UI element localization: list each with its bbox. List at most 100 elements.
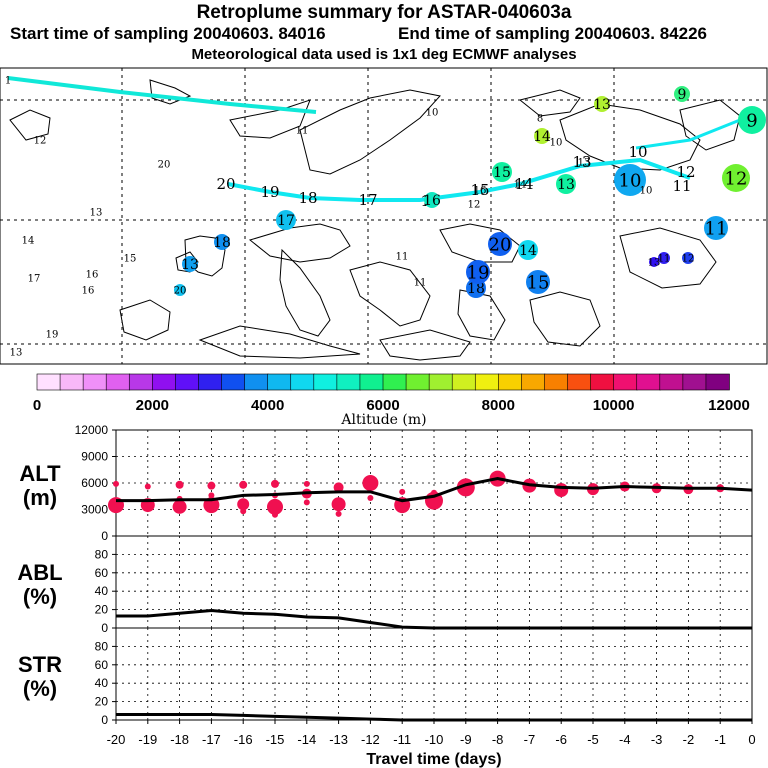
alt-scatter-point (362, 475, 379, 491)
cluster-label: 14 (533, 129, 551, 145)
colorbar-swatch (544, 373, 569, 391)
trajectory-line-main (227, 157, 691, 202)
colorbar-swatch (451, 373, 477, 391)
cluster-label: 13 (557, 177, 575, 193)
cluster-label: 12 (34, 136, 47, 147)
alt-ylabel-line2: (m) (23, 485, 57, 510)
met-data-text: Meteorological data used is 1x1 deg ECMW… (191, 46, 577, 63)
cluster-label: 10 (640, 186, 653, 197)
cluster-label: 14 (22, 236, 35, 247)
trajectory-day-label: 11 (672, 177, 691, 195)
cluster-label: 11 (414, 278, 427, 289)
trajectory-day-label: 19 (260, 183, 279, 201)
chart-title: Retroplume summary for ASTAR-040603a (196, 2, 572, 23)
cluster-label: 14 (514, 180, 527, 191)
x-tick-label: -12 (361, 732, 380, 747)
coastlines (9, 79, 741, 361)
cluster-label: 10 (619, 170, 642, 191)
colorbar-swatch (636, 373, 661, 391)
cluster-label: 13 (90, 208, 103, 219)
str-ytick-label: 80 (95, 639, 109, 653)
colorbar-tick-label: 8000 (482, 397, 515, 414)
cluster-label: 8 (537, 114, 543, 125)
x-tick-label: -19 (138, 732, 157, 747)
alt-ytick-label: 9000 (81, 450, 108, 464)
alt-scatter-point (335, 510, 342, 517)
alt-scatter-point (172, 499, 187, 514)
cluster-marker (488, 232, 512, 256)
cluster-label: 16 (474, 186, 487, 197)
colorbar-tick-label: 10000 (593, 397, 635, 414)
colorbar-swatch (82, 373, 107, 391)
x-tick-label: -3 (651, 732, 663, 747)
alt-scatter-point (175, 480, 184, 489)
abl-ylabel-line1: ABL (17, 560, 62, 585)
str-ytick-label: 20 (95, 695, 109, 709)
alt-series-line (116, 477, 753, 503)
cluster-label: 16 (423, 193, 441, 209)
alt-scatter-point (303, 480, 310, 487)
x-tick-label: 0 (748, 732, 755, 747)
cluster-label: 18 (467, 281, 485, 297)
abl-series-line (116, 609, 752, 630)
colorbar: 0 2000 4000 6000 8000 10000 12000 Altitude (m) (33, 373, 750, 428)
cluster-marker (534, 128, 550, 144)
abl-panel: 0 20 40 60 80 ABL(%) (17, 535, 753, 635)
alt-scatter-point (272, 511, 278, 518)
map-markers: 2019181716151413121110918991010101011111… (5, 76, 766, 359)
colorbar-tick-label: 6000 (366, 397, 399, 414)
colorbar-tick-label: 0 (33, 397, 41, 414)
cluster-label: 13 (593, 97, 611, 113)
alt-scatter-point (240, 508, 247, 515)
colorbar-swatch (152, 373, 177, 391)
str-ylabel-line1: STR (18, 652, 62, 677)
alt-scatter-point (113, 480, 119, 487)
trajectory-day-label: 20 (216, 175, 235, 193)
alt-scatter-point (554, 483, 569, 498)
colorbar-swatch (521, 373, 546, 391)
cluster-label: 9 (746, 110, 757, 131)
x-tick-label: -16 (234, 732, 253, 747)
colorbar-label: Altitude (m) (340, 412, 426, 428)
cluster-marker (182, 256, 198, 272)
colorbar-swatch (244, 373, 269, 391)
cluster-label: 19 (467, 262, 490, 283)
cluster-label: 11 (396, 252, 409, 263)
colorbar-swatch (59, 373, 84, 391)
colorbar-swatch (128, 373, 154, 391)
trajectory-day-label: 17 (358, 191, 377, 209)
alt-ytick-label: 6000 (81, 476, 108, 490)
colorbar-swatch (474, 373, 500, 391)
colorbar-swatch (175, 373, 200, 391)
cluster-label: 13 (648, 258, 661, 269)
cluster-marker (674, 86, 690, 102)
cluster-label: 20 (174, 286, 187, 297)
abl-ytick-label: 40 (95, 584, 109, 598)
cluster-label: 15 (527, 272, 550, 293)
cluster-marker (424, 192, 440, 208)
colorbar-swatch (428, 373, 453, 391)
colorbar-tick-label: 2000 (136, 397, 169, 414)
colorbar-swatch (659, 373, 684, 391)
alt-scatter-point (399, 488, 406, 495)
colorbar-swatch (221, 373, 246, 391)
cluster-label: 9 (678, 87, 687, 103)
x-tick-label: -15 (266, 732, 285, 747)
colorbar-swatch (682, 373, 707, 391)
colorbar-swatch (313, 373, 338, 391)
alt-scatter-point (303, 499, 310, 506)
cluster-marker (594, 96, 610, 112)
cluster-marker (214, 234, 230, 250)
cluster-label: 20 (158, 160, 171, 171)
colorbar-swatch (498, 373, 523, 391)
cluster-label: 1 (5, 76, 11, 87)
cluster-label: 12 (468, 200, 481, 211)
colorbar-swatch (705, 373, 730, 391)
trajectory-day-label: 10 (628, 143, 647, 161)
cluster-marker (276, 210, 296, 230)
str-ylabel-line2: (%) (23, 676, 57, 701)
colorbar-swatch (336, 373, 361, 391)
colorbar-swatch (405, 373, 430, 391)
x-tick-label: -10 (425, 732, 444, 747)
